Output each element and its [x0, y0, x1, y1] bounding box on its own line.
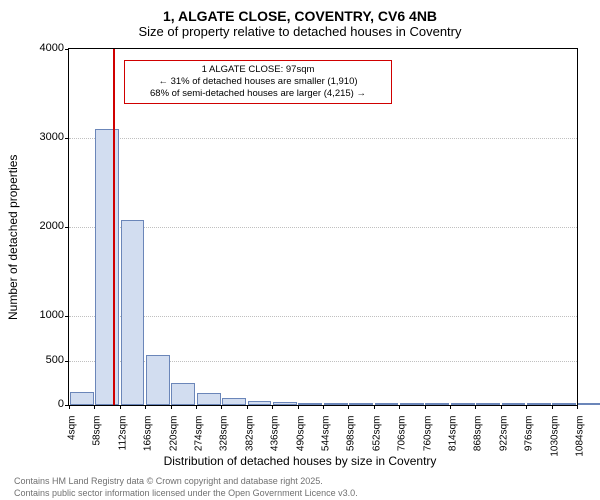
xtick-mark	[171, 405, 172, 409]
histogram-bar	[171, 383, 195, 405]
histogram-bar	[121, 220, 145, 405]
histogram-bar	[248, 401, 272, 405]
xtick-mark	[577, 405, 578, 409]
histogram-bar	[476, 403, 500, 405]
annotation-line-2: 68% of semi-detached houses are larger (…	[130, 88, 386, 100]
ytick-mark	[65, 49, 69, 50]
ytick-label: 3000	[24, 131, 64, 143]
xtick-mark	[221, 405, 222, 409]
annotation-line-0: 1 ALGATE CLOSE: 97sqm	[130, 64, 386, 76]
ytick-label: 1000	[24, 309, 64, 321]
histogram-bar	[578, 403, 600, 405]
chart-title-sub: Size of property relative to detached ho…	[0, 24, 600, 39]
histogram-bar	[527, 403, 551, 405]
grid-line	[69, 316, 577, 317]
histogram-bar	[95, 129, 119, 405]
x-axis-label: Distribution of detached houses by size …	[0, 454, 600, 468]
ytick-label: 4000	[24, 42, 64, 54]
chart-title-main: 1, ALGATE CLOSE, COVENTRY, CV6 4NB	[0, 0, 600, 24]
histogram-bar	[400, 403, 424, 405]
footer-copyright-1: Contains HM Land Registry data © Crown c…	[14, 476, 323, 486]
xtick-mark	[247, 405, 248, 409]
histogram-bar	[222, 398, 246, 405]
xtick-mark	[145, 405, 146, 409]
xtick-mark	[348, 405, 349, 409]
ytick-mark	[65, 405, 69, 406]
xtick-mark	[475, 405, 476, 409]
ytick-label: 2000	[24, 220, 64, 232]
xtick-mark	[196, 405, 197, 409]
annotation-box: 1 ALGATE CLOSE: 97sqm ← 31% of detached …	[124, 60, 392, 104]
xtick-mark	[323, 405, 324, 409]
histogram-bar	[552, 403, 576, 405]
histogram-bar	[324, 403, 348, 405]
xtick-mark	[399, 405, 400, 409]
xtick-mark	[450, 405, 451, 409]
property-marker-line	[113, 49, 115, 405]
xtick-mark	[526, 405, 527, 409]
xtick-mark	[94, 405, 95, 409]
histogram-bar	[451, 403, 475, 405]
xtick-mark	[69, 405, 70, 409]
xtick-mark	[272, 405, 273, 409]
ytick-label: 500	[24, 354, 64, 366]
histogram-bar	[425, 403, 449, 405]
y-axis-label: Number of detached properties	[6, 155, 20, 320]
annotation-line-1: ← 31% of detached houses are smaller (1,…	[130, 76, 386, 88]
grid-line	[69, 138, 577, 139]
histogram-bar	[197, 393, 221, 405]
histogram-bar	[70, 392, 94, 405]
histogram-bar	[502, 403, 526, 405]
xtick-mark	[298, 405, 299, 409]
ytick-label: 0	[24, 398, 64, 410]
grid-line	[69, 227, 577, 228]
plot-area: 1 ALGATE CLOSE: 97sqm ← 31% of detached …	[68, 48, 578, 406]
xtick-mark	[501, 405, 502, 409]
histogram-bar	[298, 403, 322, 405]
chart-container: 1, ALGATE CLOSE, COVENTRY, CV6 4NB Size …	[0, 0, 600, 500]
footer-copyright-2: Contains public sector information licen…	[14, 488, 358, 498]
xtick-mark	[120, 405, 121, 409]
histogram-bar	[146, 355, 170, 405]
xtick-mark	[552, 405, 553, 409]
histogram-bar	[375, 403, 399, 405]
xtick-mark	[374, 405, 375, 409]
histogram-bar	[273, 402, 297, 405]
xtick-mark	[425, 405, 426, 409]
histogram-bar	[349, 403, 373, 405]
